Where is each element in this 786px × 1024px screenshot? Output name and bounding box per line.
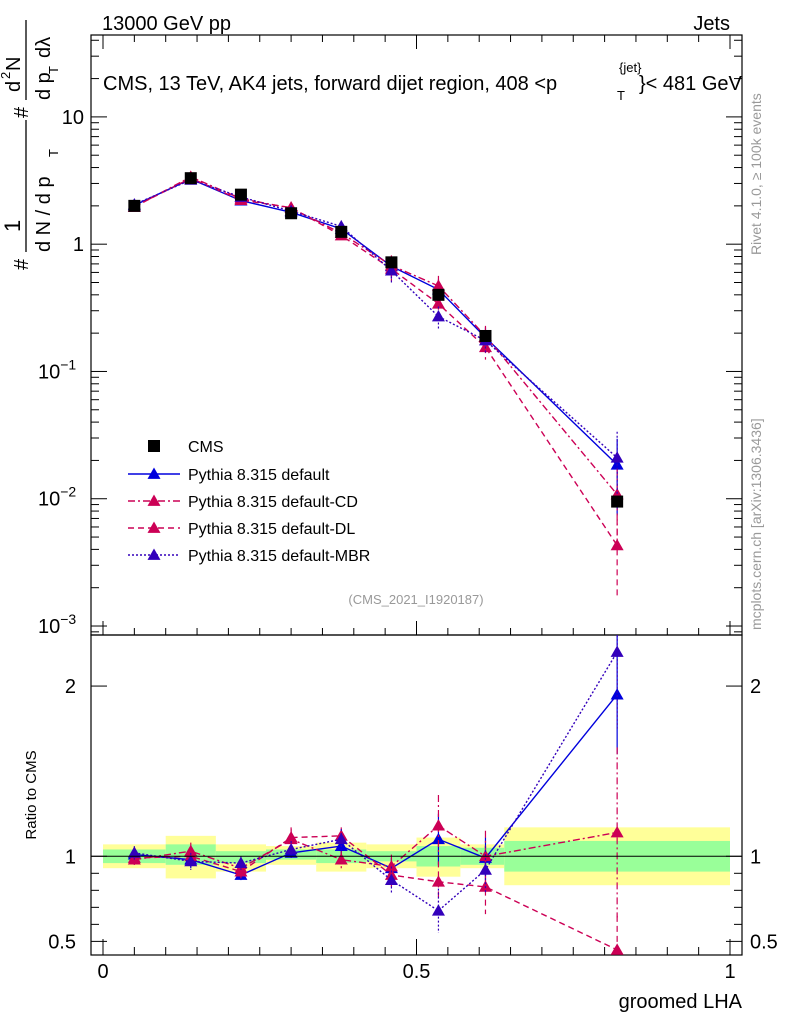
header-left: 13000 GeV pp [102,13,231,35]
ylabel-den2: d p [33,72,55,100]
cms-data-points [128,172,624,508]
ylabel-den-sub: T [46,149,61,157]
main-series-point [431,297,445,309]
ratio-plot-frame [90,634,743,956]
ratio-series-point [127,846,141,858]
main-plot-frame [90,34,743,636]
ratio-series-point [234,856,248,868]
ratio-y-tick-label-right: 0.5 [750,931,778,953]
header-right: Jets [693,13,730,35]
legend-marker [147,521,161,533]
main-y-axis-label: # 1 d N / d p T # d 2 N d p T dλ [0,20,61,270]
title-sup: {jet} [619,60,642,75]
main-series-point [431,279,445,291]
chart-title: CMS, 13 TeV, AK4 jets, forward dijet reg… [103,60,743,103]
main-y-tick-label: 1 [73,234,84,256]
ratio-series-point [284,842,298,855]
ratio-series-point [431,819,445,831]
title-main: CMS, 13 TeV, AK4 jets, forward dijet reg… [103,73,557,95]
main-y-tick-label: 10−3 [38,611,76,638]
ratio-series-point [234,865,248,877]
ratio-series-point [334,853,348,865]
legend-marker [147,548,161,560]
ratio-series-line [134,651,618,912]
ratio-y-axis-label: Ratio to CMS [23,750,40,839]
ylabel-num-sup: 2 [0,72,13,79]
main-y-tick-label: 10−1 [38,356,76,383]
ratio-series-point [610,943,624,955]
legend-label: Pythia 8.315 default-CD [188,494,358,511]
cms-data-point [479,329,492,342]
ylabel-den: d N / d p [33,176,55,252]
legend-label: Pythia 8.315 default [188,467,330,484]
ratio-series-point [431,875,445,887]
ratio-y-tick-label-right: 1 [750,846,761,868]
legend-label: Pythia 8.315 default-DL [188,521,355,538]
ratio-axis-ticks: 0.5 0.5 1 1 2 2 0 0.5 1 [48,676,778,983]
ratio-series-point [431,904,445,916]
ylabel-den2-sub: T [46,66,61,74]
ylabel-den2-lambda: dλ [33,37,55,58]
cms-data-point [335,225,348,238]
x-tick-label: 0 [97,961,108,983]
cms-data-point [184,172,197,185]
x-tick-label: 1 [724,961,735,983]
ratio-series-point [431,832,445,845]
ylabel-one: 1 [0,220,25,232]
ratio-series-point [610,825,624,838]
cms-data-point [611,495,624,508]
cms-data-point [128,199,141,212]
ratio-y-tick-label: 0.5 [48,931,76,953]
cms-data-point [234,188,247,201]
cms-data-point [432,288,445,301]
x-axis-label: groomed LHA [619,991,743,1013]
legend: CMS Pythia 8.315 default Pythia 8.315 def… [128,439,370,565]
ratio-y-tick-label-right: 2 [750,676,761,698]
legend-marker [147,494,161,506]
cms-data-point [285,207,298,220]
ratio-y-tick-label: 1 [65,846,76,868]
main-series-point [478,340,492,353]
legend-label-cms: CMS [188,439,224,456]
main-series-line [134,177,618,546]
analysis-id: (CMS_2021_I1920187) [348,592,483,607]
ylabel-num-n: N [3,57,25,71]
mcplots-credit: mcplots.cern.ch [arXiv:1306.3436] [748,418,764,630]
legend-marker [147,467,161,479]
title-end: }< 481 GeV [639,73,743,95]
ratio-series-point [478,863,492,875]
main-series-point [610,451,624,463]
rivet-version: Rivet 4.1.0, ≥ 100k events [748,93,764,255]
ratio-series-lines [127,635,624,955]
ylabel-hash: # [11,258,33,270]
ratio-series-point [610,645,624,657]
ylabel-hash2: # [11,106,33,118]
ratio-y-tick-label: 2 [65,676,76,698]
main-series-line [134,179,618,459]
legend-marker-cms [148,440,160,452]
legend-label: Pythia 8.315 default-MBR [188,548,370,565]
ylabel-num: d [3,81,25,92]
ratio-series-point [610,688,624,700]
main-series-line [134,178,618,466]
title-sub: T [617,88,625,103]
main-y-tick-label: 10−2 [38,484,76,511]
ratio-series-point [184,854,198,867]
main-series-point [431,310,445,322]
cms-data-point [385,256,398,269]
main-y-axis-ticks: 10 1 10−1 10−2 10−3 [38,35,742,638]
main-series-point [384,264,398,276]
ratio-series-point [284,831,298,843]
main-series-point [610,538,624,551]
ratio-series-point [334,832,348,845]
main-y-tick-label: 10 [62,107,84,129]
x-tick-label: 0.5 [403,961,431,983]
ratio-series-point [384,873,398,885]
